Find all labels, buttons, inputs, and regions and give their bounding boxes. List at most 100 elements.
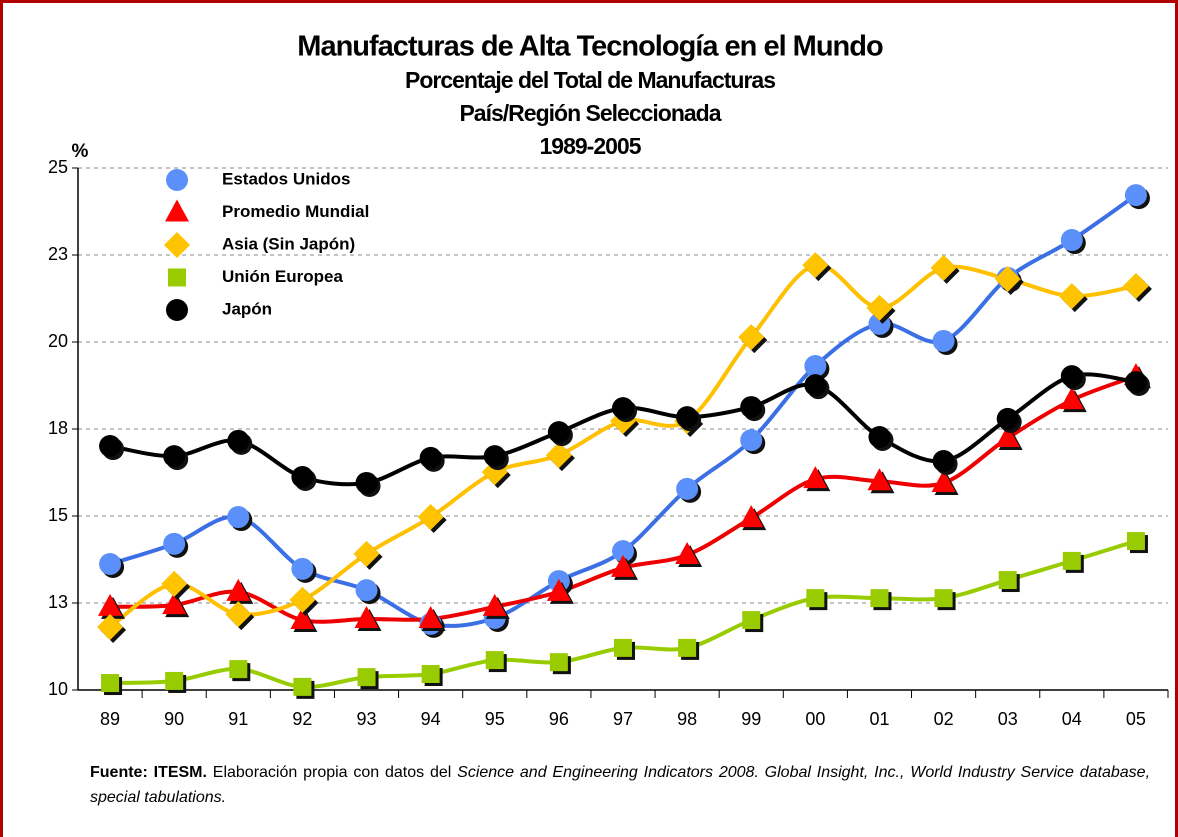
- data-point: [421, 664, 440, 683]
- y-tick-label: 15: [48, 505, 68, 525]
- data-point: [289, 586, 316, 613]
- data-point: [229, 660, 248, 679]
- legend-marker: [168, 268, 186, 287]
- data-point: [806, 589, 825, 608]
- y-tick-label: 23: [48, 244, 68, 264]
- x-tick-label: 05: [1126, 709, 1146, 729]
- x-tick-label: 04: [1062, 709, 1082, 729]
- data-point: [163, 532, 186, 555]
- data-point: [227, 506, 250, 529]
- data-point: [165, 671, 184, 690]
- data-point: [419, 446, 442, 469]
- data-point: [485, 651, 504, 670]
- legend-marker: [166, 169, 188, 191]
- x-tick-label: 99: [741, 709, 761, 729]
- data-point: [353, 540, 380, 567]
- data-point: [614, 638, 632, 657]
- data-point: [678, 638, 697, 657]
- x-tick-label: 03: [998, 709, 1018, 729]
- data-point: [802, 252, 829, 279]
- data-point: [1122, 272, 1149, 299]
- y-axis-label: %: [72, 141, 89, 162]
- data-point: [549, 653, 568, 672]
- y-tick-label: 13: [48, 592, 68, 612]
- data-point: [1060, 365, 1083, 388]
- data-point: [1126, 532, 1145, 551]
- data-point: [227, 429, 250, 452]
- x-tick-label: 89: [100, 709, 120, 729]
- data-point: [291, 466, 314, 489]
- data-point: [803, 466, 828, 489]
- source-text: Elaboración propia con datos del: [212, 764, 452, 781]
- data-point: [225, 601, 252, 628]
- x-tick-label: 97: [613, 709, 633, 729]
- data-point: [1124, 371, 1147, 394]
- x-tick-label: 94: [421, 709, 441, 729]
- chart-subtitle: Porcentaje del Total de Manufacturas: [405, 67, 775, 93]
- legend-marker: [166, 299, 188, 321]
- x-tick-label: 00: [805, 709, 825, 729]
- data-point: [163, 445, 186, 468]
- data-point: [932, 329, 955, 352]
- data-point: [290, 607, 315, 630]
- data-point: [546, 578, 571, 601]
- x-tick-label: 96: [549, 709, 569, 729]
- legend-label: Asia (Sin Japón): [222, 234, 355, 253]
- data-point: [612, 540, 634, 563]
- data-point: [996, 407, 1019, 430]
- chart-subtitle: País/Región Seleccionada: [459, 100, 721, 126]
- data-point: [934, 589, 953, 608]
- data-point: [739, 505, 764, 528]
- source-label: Fuente: ITESM.: [90, 764, 207, 781]
- data-point: [866, 294, 893, 321]
- data-point: [932, 450, 955, 473]
- data-point: [483, 445, 506, 468]
- data-point: [995, 425, 1020, 448]
- x-tick-label: 92: [292, 709, 312, 729]
- chart-period: 1989-2005: [540, 133, 642, 159]
- data-point: [417, 504, 444, 531]
- legend-label: Estados Unidos: [222, 169, 350, 188]
- data-point: [291, 557, 314, 580]
- data-point: [354, 606, 379, 629]
- data-point: [804, 355, 827, 378]
- data-point: [998, 571, 1017, 590]
- data-point: [931, 469, 956, 492]
- x-tick-label: 98: [677, 709, 697, 729]
- legend-marker: [165, 199, 189, 222]
- data-point: [612, 397, 634, 420]
- data-point: [1058, 283, 1085, 310]
- data-point: [675, 541, 700, 564]
- data-point: [868, 426, 891, 449]
- chart-title: Manufacturas de Alta Tecnología en el Mu…: [297, 31, 883, 63]
- y-tick-label: 10: [48, 679, 68, 699]
- data-point: [740, 429, 763, 452]
- data-point: [161, 570, 188, 597]
- data-point: [676, 406, 699, 429]
- data-point: [740, 396, 763, 419]
- data-point: [1059, 387, 1084, 410]
- data-point: [355, 471, 378, 494]
- data-point: [357, 668, 376, 687]
- data-point: [676, 477, 699, 500]
- data-point: [994, 266, 1021, 293]
- data-point: [738, 324, 765, 351]
- data-point: [98, 593, 123, 616]
- data-point: [162, 592, 187, 615]
- data-point: [545, 442, 572, 469]
- data-point: [97, 614, 124, 641]
- data-point: [99, 553, 122, 576]
- legend-label: Promedio Mundial: [222, 202, 369, 221]
- data-point: [742, 611, 761, 630]
- data-point: [870, 589, 889, 608]
- data-point: [867, 468, 892, 491]
- data-point: [481, 459, 508, 486]
- x-tick-label: 91: [228, 709, 248, 729]
- data-point: [293, 677, 312, 696]
- data-point: [226, 578, 251, 601]
- data-point: [930, 254, 957, 281]
- x-tick-label: 93: [357, 709, 377, 729]
